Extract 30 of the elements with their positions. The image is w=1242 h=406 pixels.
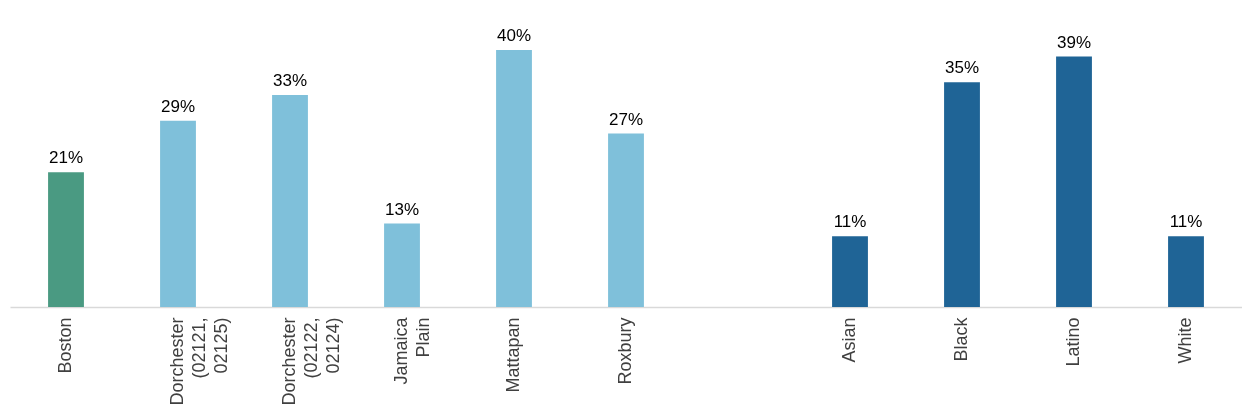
bar (944, 82, 980, 307)
bar (48, 172, 84, 307)
x-tick-label: Roxbury (615, 317, 635, 385)
data-label: 27% (608, 109, 644, 129)
data-label: 11% (1169, 212, 1203, 232)
data-label: 39% (1056, 32, 1092, 52)
bar (1168, 236, 1204, 307)
x-tick-label: Asian (839, 317, 859, 363)
x-tick-label: Jamaica Plain (391, 316, 433, 385)
data-label: 29% (160, 96, 196, 116)
x-tick-label: Dorchester (02121, 02125) (167, 317, 231, 406)
bar (384, 223, 420, 307)
bar (1056, 56, 1092, 307)
x-tick-label: Black (951, 316, 971, 362)
x-tick-label: Dorchester (02122, 02124) (279, 317, 343, 406)
bar (272, 95, 308, 307)
bar (608, 133, 644, 307)
x-tick-label: White (1175, 317, 1195, 364)
data-label: 33% (272, 71, 308, 91)
x-tick-label: Mattapan (503, 317, 523, 393)
bar (496, 50, 532, 307)
bar (832, 236, 868, 307)
data-label: 21% (48, 148, 84, 168)
data-label: 13% (384, 199, 420, 219)
x-tick-label: Boston (55, 317, 75, 374)
data-label: 40% (496, 26, 532, 46)
data-label: 35% (944, 58, 980, 78)
data-label: 11% (833, 212, 867, 232)
bar (160, 120, 196, 307)
x-tick-label: Latino (1063, 317, 1083, 367)
